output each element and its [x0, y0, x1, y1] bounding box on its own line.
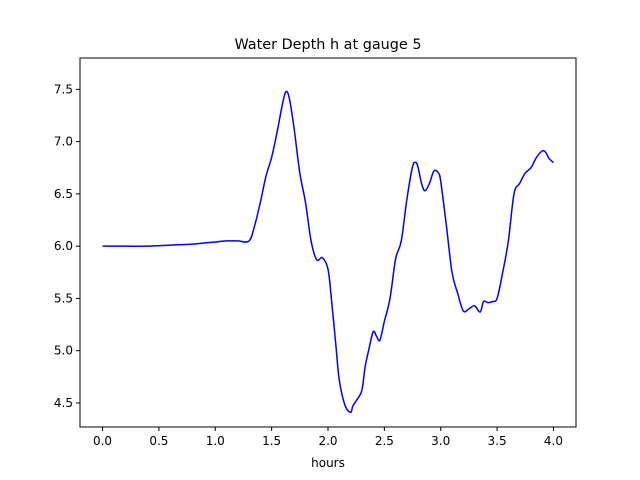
y-tick-label: 5.5 [54, 291, 73, 305]
x-tick-label: 3.5 [488, 434, 507, 448]
x-tick-label: 0.0 [93, 434, 112, 448]
x-tick-label: 4.0 [544, 434, 563, 448]
chart-title: Water Depth h at gauge 5 [234, 37, 421, 53]
x-tick-label: 1.5 [262, 434, 281, 448]
plot-frame [79, 57, 577, 428]
y-tick-label: 7.0 [54, 135, 73, 149]
x-tick-label: 1.0 [206, 434, 225, 448]
x-axis-label: hours [311, 456, 345, 470]
x-tick-label: 0.5 [149, 434, 168, 448]
y-tick-label: 6.5 [54, 187, 73, 201]
y-tick-label: 5.0 [54, 344, 73, 358]
x-tick-label: 2.5 [375, 434, 394, 448]
series-layer [102, 90, 554, 414]
x-axis-ticks: 0.0 0.5 1.0 1.5 2.0 2.5 3.0 3.5 4.0 [93, 427, 563, 448]
y-axis-ticks: 4.5 5.0 5.5 6.0 6.5 7.0 7.5 [54, 82, 80, 410]
y-tick-label: 7.5 [54, 82, 73, 96]
x-tick-label: 3.0 [431, 434, 450, 448]
x-tick-label: 2.0 [318, 434, 337, 448]
depth-series-line [102, 90, 554, 414]
y-tick-label: 4.5 [54, 396, 73, 410]
y-tick-label: 6.0 [54, 239, 73, 253]
